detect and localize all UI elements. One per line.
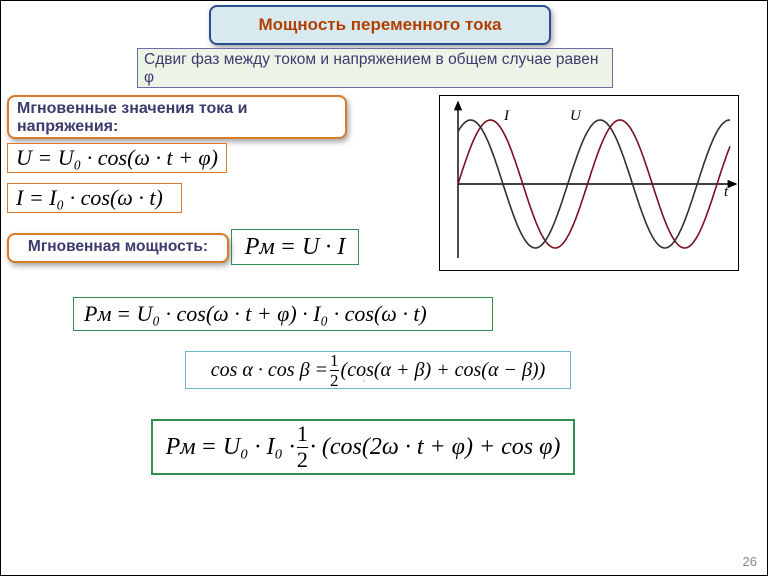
- equation-text: U = U₀ · cos(ω · t + φ): [16, 145, 218, 171]
- slide-title: Мощность переменного тока: [209, 5, 551, 45]
- page-number: 26: [743, 554, 757, 569]
- phase-shift-note: Сдвиг фаз между током и напряжением в об…: [137, 48, 613, 88]
- equation-power-short: Pᴍ = U · I: [231, 229, 359, 265]
- equation-power-final: Pᴍ = U₀ · I₀ · 12 · (cos(2ω · t + φ) + c…: [151, 419, 575, 475]
- equation-prefix: cos α · cos β =: [211, 359, 328, 382]
- chart-canvas: I Ut: [440, 96, 740, 272]
- fraction-half: 12: [297, 423, 308, 470]
- arrow-down-icon: [363, 336, 365, 418]
- equation-trig-identity: cos α · cos β = 12 (cos(α + β) + cos(α −…: [185, 351, 571, 389]
- svg-text:U: U: [570, 108, 582, 124]
- equation-text: Pᴍ = U₀ · cos(ω · t + φ) · I₀ · cos(ω · …: [84, 301, 427, 327]
- svg-text:I: I: [503, 108, 510, 124]
- subheading-instantaneous-values: Мгновенные значения тока и напряжения:: [7, 95, 347, 139]
- fraction-half: 12: [330, 352, 339, 389]
- equation-prefix: Pᴍ = U₀ · I₀ ·: [166, 434, 295, 461]
- equation-tail: (cos(α + β) + cos(α − β)): [341, 359, 546, 382]
- equation-text: I = I₀ · cos(ω · t): [16, 185, 163, 211]
- svg-text:t: t: [724, 184, 729, 200]
- subheading-instantaneous-power: Мгновенная мощность:: [7, 233, 229, 263]
- sine-chart: I Ut: [439, 95, 739, 271]
- equation-power-expanded: Pᴍ = U₀ · cos(ω · t + φ) · I₀ · cos(ω · …: [73, 297, 493, 331]
- equation-tail: · (cos(2ω · t + φ) + cos φ): [310, 434, 561, 461]
- equation-text: Pᴍ = U · I: [245, 234, 346, 261]
- equation-current: I = I₀ · cos(ω · t): [7, 183, 182, 213]
- equation-voltage: U = U₀ · cos(ω · t + φ): [7, 143, 227, 173]
